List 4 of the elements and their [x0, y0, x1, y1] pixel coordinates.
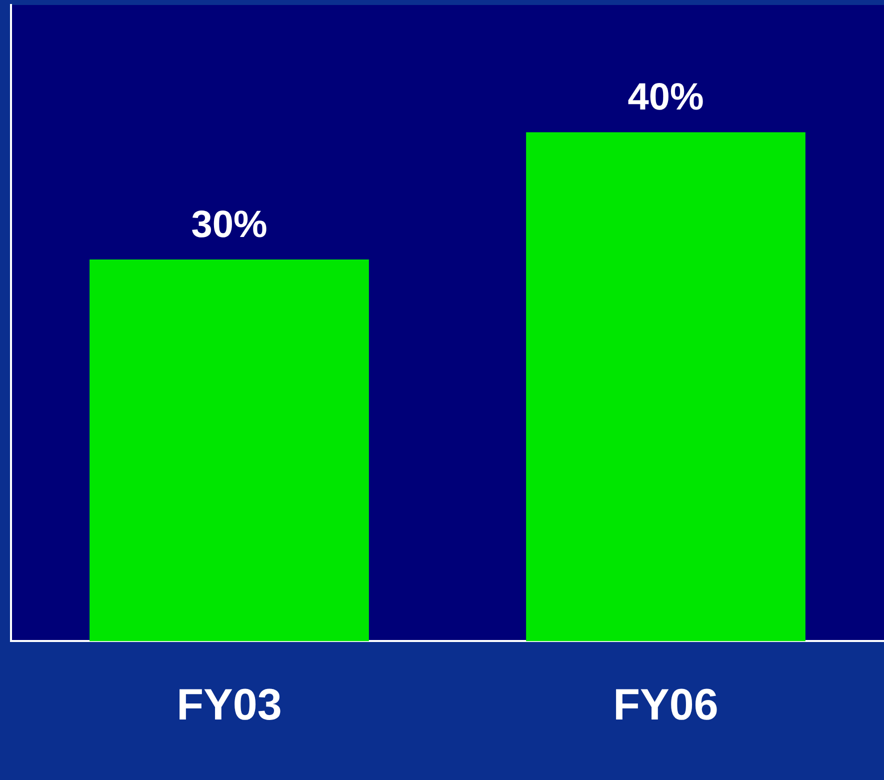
x-tick-label: FY03 [176, 680, 282, 730]
data-label: 30% [191, 204, 268, 246]
x-tick-label: FY06 [613, 680, 718, 730]
data-label: 40% [628, 76, 704, 119]
